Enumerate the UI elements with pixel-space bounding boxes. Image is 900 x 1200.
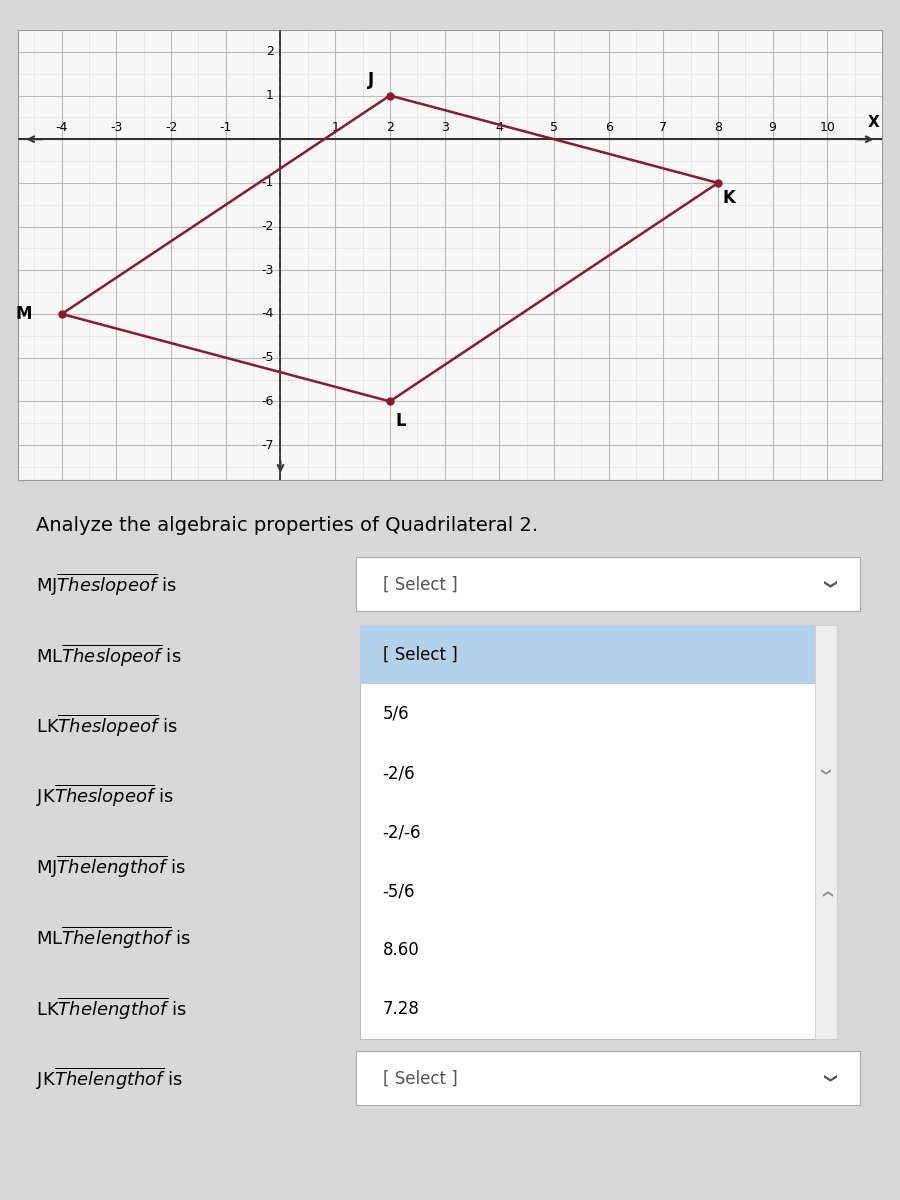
Text: 6: 6 xyxy=(605,121,613,134)
Text: 5: 5 xyxy=(550,121,558,134)
Text: ❮: ❮ xyxy=(820,766,831,774)
Text: -4: -4 xyxy=(56,121,68,134)
Text: 2: 2 xyxy=(386,121,394,134)
Text: 7.28: 7.28 xyxy=(382,1001,419,1018)
Text: 2: 2 xyxy=(266,46,274,59)
Text: -2/6: -2/6 xyxy=(382,764,415,782)
Text: L: L xyxy=(395,412,406,430)
Text: ❯: ❯ xyxy=(822,1073,834,1084)
Text: 4: 4 xyxy=(495,121,503,134)
Text: 8: 8 xyxy=(714,121,722,134)
Text: -7: -7 xyxy=(261,438,274,451)
Text: 5/6: 5/6 xyxy=(382,704,410,722)
Text: ❮: ❮ xyxy=(820,890,831,898)
Text: 7: 7 xyxy=(660,121,667,134)
FancyBboxPatch shape xyxy=(814,625,837,1039)
Text: -5: -5 xyxy=(261,352,274,364)
Text: X: X xyxy=(868,115,879,130)
Text: -4: -4 xyxy=(262,307,274,320)
Text: -3: -3 xyxy=(262,264,274,277)
Text: MJ$\overline{The slope of }$ is: MJ$\overline{The slope of }$ is xyxy=(36,571,176,598)
Text: 1: 1 xyxy=(266,89,274,102)
Text: -3: -3 xyxy=(110,121,122,134)
Text: M: M xyxy=(15,305,32,323)
FancyBboxPatch shape xyxy=(360,625,837,684)
Text: -2: -2 xyxy=(262,220,274,233)
Text: 1: 1 xyxy=(331,121,339,134)
Text: ❯: ❯ xyxy=(822,580,834,589)
FancyBboxPatch shape xyxy=(356,557,860,611)
Text: 8.60: 8.60 xyxy=(382,941,419,959)
FancyBboxPatch shape xyxy=(360,625,837,1039)
Text: Analyze the algebraic properties of Quadrilateral 2.: Analyze the algebraic properties of Quad… xyxy=(36,516,538,535)
Text: J: J xyxy=(367,71,374,89)
FancyBboxPatch shape xyxy=(356,1051,860,1105)
Text: 3: 3 xyxy=(441,121,448,134)
Text: -2/-6: -2/-6 xyxy=(382,823,421,841)
Text: -2: -2 xyxy=(165,121,177,134)
Text: ML$\overline{The length of }$ is: ML$\overline{The length of }$ is xyxy=(36,924,191,950)
Text: MJ$\overline{The length of }$ is: MJ$\overline{The length of }$ is xyxy=(36,853,186,880)
Text: [ Select ]: [ Select ] xyxy=(382,575,457,593)
Text: -1: -1 xyxy=(262,176,274,190)
Text: -6: -6 xyxy=(262,395,274,408)
Text: [ Select ]: [ Select ] xyxy=(382,646,457,664)
Text: 9: 9 xyxy=(769,121,777,134)
Text: JK$\overline{The length of }$ is: JK$\overline{The length of }$ is xyxy=(36,1066,184,1092)
Text: -1: -1 xyxy=(220,121,232,134)
Text: [ Select ]: [ Select ] xyxy=(382,1069,457,1087)
Text: LK$\overline{The length of }$ is: LK$\overline{The length of }$ is xyxy=(36,995,187,1021)
Text: JK$\overline{The slope of }$ is: JK$\overline{The slope of }$ is xyxy=(36,782,174,809)
Text: LK$\overline{The slope of }$ is: LK$\overline{The slope of }$ is xyxy=(36,713,177,738)
Text: K: K xyxy=(723,190,735,208)
Text: 10: 10 xyxy=(819,121,835,134)
Text: ML$\overline{The slope of }$ is: ML$\overline{The slope of }$ is xyxy=(36,642,182,668)
Text: -5/6: -5/6 xyxy=(382,882,415,900)
